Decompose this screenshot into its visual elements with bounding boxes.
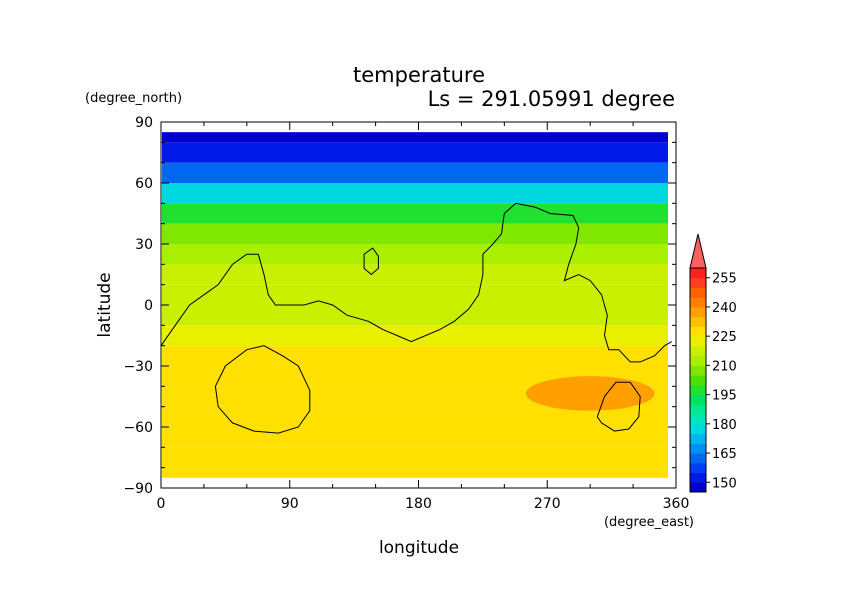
colorbar-segment	[690, 277, 706, 288]
colorbar-label: 255	[712, 272, 737, 287]
y-axis-label: latitude	[95, 272, 115, 337]
x-tick-label: 0	[157, 496, 166, 512]
colorbar-label: 210	[712, 359, 737, 374]
colorbar-segment	[690, 306, 706, 318]
colorbar-segment	[690, 326, 706, 337]
colorbar-segment	[690, 384, 706, 396]
heat-band	[162, 467, 668, 478]
colorbar-segment	[690, 482, 706, 493]
heat-band	[162, 447, 668, 468]
y-tick-label: 30	[135, 237, 153, 253]
colorbar-segment	[690, 375, 706, 386]
chart-title: temperature	[353, 63, 485, 87]
heat-band	[162, 284, 668, 305]
colorbar-segment	[690, 433, 706, 444]
colorbar-frame	[689, 267, 707, 493]
y-tick-labels: 90 60 30 0 −30 −60 −90	[123, 115, 153, 497]
colorbar-segment	[690, 365, 706, 376]
heat-band	[162, 183, 668, 204]
warm-region	[525, 376, 655, 411]
colorbar-segment	[690, 453, 706, 464]
heat-band	[162, 244, 668, 265]
x-tick-label: 180	[405, 496, 432, 512]
colorbar-segment	[690, 472, 706, 483]
colorbar-segment	[690, 414, 706, 425]
heat-band	[162, 142, 668, 163]
colorbar-segment	[690, 268, 706, 279]
warm-region-layer	[525, 376, 655, 411]
heat-band	[162, 305, 668, 326]
x-tick-label: 360	[663, 496, 690, 512]
y-axis-unit: (degree_north)	[85, 91, 182, 106]
heat-band	[162, 345, 668, 366]
heat-band	[162, 162, 668, 183]
heat-band	[162, 264, 668, 285]
heat-band	[162, 406, 668, 427]
heat-band	[162, 325, 668, 346]
y-tick-label: 90	[135, 115, 153, 131]
y-tick-label: −60	[123, 420, 153, 436]
x-axis-unit: (degree_east)	[604, 515, 694, 530]
heat-band	[162, 223, 668, 244]
colorbar-segment	[690, 345, 706, 357]
chart-subtitle: Ls = 291.05991 degree	[428, 87, 675, 111]
colorbar-segment	[690, 443, 706, 454]
colorbar-segment	[690, 394, 706, 405]
topography-contours	[160, 202, 672, 434]
colorbar-label: 150	[712, 476, 737, 491]
topography-contour-south-west	[214, 345, 311, 434]
colorbar-label: 225	[712, 330, 737, 345]
heat-band	[162, 366, 668, 387]
heat-band	[162, 427, 668, 448]
y-tick-label: −30	[123, 359, 153, 375]
topography-contour-main	[160, 202, 672, 363]
x-tick-labels: 0 90 180 270 360	[157, 496, 690, 512]
x-tick-label: 90	[281, 496, 299, 512]
colorbar-segment	[690, 462, 706, 474]
colorbar-segment	[690, 287, 706, 298]
heat-band	[162, 132, 668, 143]
x-tick-label: 270	[534, 496, 561, 512]
heat-band	[162, 203, 668, 224]
colorbar-label: 195	[712, 389, 737, 404]
colorbar-segment	[690, 297, 706, 308]
colorbar-extend-triangle	[689, 233, 707, 269]
y-tick-label: 0	[144, 298, 153, 314]
colorbar-segment	[690, 336, 706, 347]
heatmap-field	[162, 132, 668, 478]
colorbar-segment	[690, 404, 706, 415]
colorbar-label: 165	[712, 447, 737, 462]
y-tick-label: 60	[135, 176, 153, 192]
colorbar-segment	[690, 316, 706, 327]
topography-contour-south-east	[596, 381, 641, 432]
colorbar-label: 240	[712, 301, 737, 316]
colorbar-label: 180	[712, 418, 737, 433]
colorbar-segment	[690, 423, 706, 435]
x-axis-label: longitude	[379, 538, 459, 558]
axis-ticks	[160, 121, 677, 489]
y-tick-label: −90	[123, 481, 153, 497]
topography-contour-hole	[363, 247, 379, 276]
colorbar-segment	[690, 355, 706, 366]
colorbar: 150 165 180 195 210 225 240 255	[689, 233, 737, 493]
